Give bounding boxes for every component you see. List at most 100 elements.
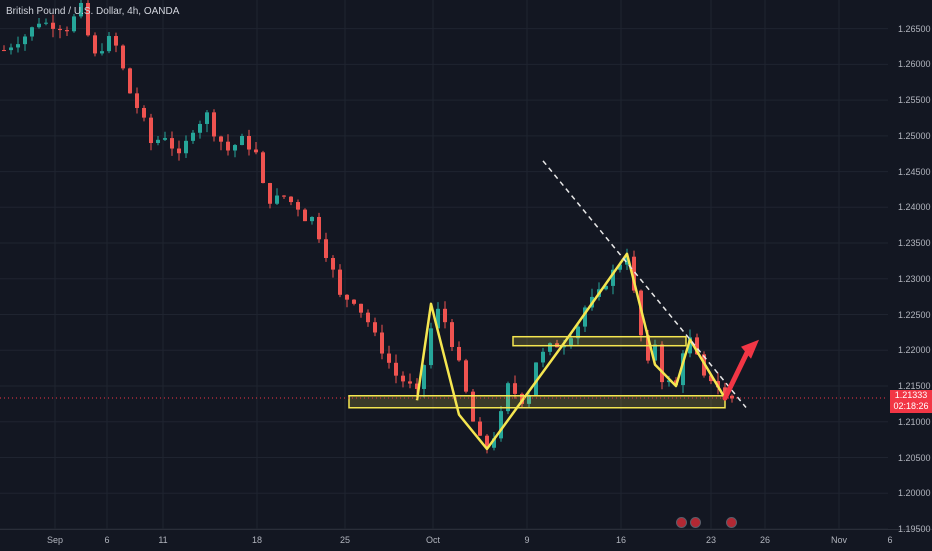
economic-event-icon[interactable] bbox=[676, 517, 687, 528]
time-tick-label: 16 bbox=[615, 535, 627, 545]
candle-body bbox=[345, 294, 349, 300]
candle-body bbox=[331, 257, 335, 270]
candle-body bbox=[485, 435, 489, 448]
candle-body bbox=[730, 395, 734, 399]
price-tick-label: 1.19500 bbox=[898, 524, 931, 534]
time-tick-label: 26 bbox=[759, 535, 771, 545]
trendline bbox=[542, 160, 747, 408]
candle-body bbox=[373, 322, 377, 333]
candle-body bbox=[170, 138, 174, 149]
resistance-zone bbox=[512, 335, 687, 347]
time-tick-label: Sep bbox=[46, 535, 64, 545]
candle-body bbox=[275, 195, 279, 204]
candle-body bbox=[387, 353, 391, 363]
candle-body bbox=[100, 51, 104, 54]
candle-body bbox=[233, 145, 237, 151]
candle-body bbox=[149, 117, 153, 144]
time-tick-label: Nov bbox=[830, 535, 848, 545]
candle-body bbox=[366, 312, 370, 323]
last-price: 1.21333 bbox=[894, 390, 928, 400]
candle-body bbox=[527, 395, 531, 404]
candle-body bbox=[16, 44, 20, 48]
candle-body bbox=[534, 362, 538, 396]
time-tick-label: 9 bbox=[524, 535, 530, 545]
time-tick-label: 11 bbox=[158, 535, 168, 545]
candle-body bbox=[492, 438, 496, 448]
time-tick-label: 6 bbox=[104, 535, 110, 545]
candle-body bbox=[268, 183, 272, 204]
candle-body bbox=[205, 112, 209, 124]
candle-body bbox=[499, 411, 503, 439]
candle-body bbox=[65, 30, 69, 32]
candle-body bbox=[198, 123, 202, 133]
support-zone bbox=[348, 395, 726, 409]
candle-body bbox=[212, 112, 216, 137]
candle-body bbox=[541, 351, 545, 363]
bullish-arrow bbox=[722, 350, 750, 401]
candle-body bbox=[681, 353, 685, 386]
candle-body bbox=[184, 140, 188, 154]
time-tick-label: 6 bbox=[887, 535, 893, 545]
economic-event-icon[interactable] bbox=[726, 517, 737, 528]
candle-body bbox=[611, 269, 615, 286]
candle-body bbox=[562, 346, 566, 348]
price-tick-label: 1.26500 bbox=[898, 23, 931, 34]
candle-body bbox=[289, 196, 293, 203]
candle-body bbox=[667, 380, 671, 383]
candle-body bbox=[44, 22, 48, 24]
candle-body bbox=[177, 148, 181, 154]
candle-body bbox=[86, 2, 90, 36]
candle-body bbox=[394, 362, 398, 376]
candle-body bbox=[93, 35, 97, 54]
candle-body bbox=[352, 299, 356, 304]
candle-body bbox=[261, 152, 265, 184]
candle-body bbox=[576, 326, 580, 339]
candle-body bbox=[226, 141, 230, 151]
price-tick-label: 1.22000 bbox=[898, 345, 931, 356]
candle-body bbox=[114, 36, 118, 46]
candle-body bbox=[156, 139, 160, 144]
candle-body bbox=[121, 45, 125, 69]
candle-body bbox=[660, 344, 664, 383]
price-tick-label: 1.21500 bbox=[898, 381, 931, 392]
time-axis[interactable] bbox=[0, 529, 932, 551]
candle-body bbox=[618, 264, 622, 270]
pattern-line bbox=[415, 252, 727, 451]
time-tick-label: Oct bbox=[425, 535, 441, 545]
economic-event-icon[interactable] bbox=[690, 517, 701, 528]
candle-body bbox=[688, 337, 692, 354]
candle-body bbox=[450, 322, 454, 347]
candle-body bbox=[646, 335, 650, 361]
candle-body bbox=[51, 22, 55, 29]
candle-body bbox=[163, 138, 167, 140]
candle-body bbox=[604, 285, 608, 290]
candle-body bbox=[30, 27, 34, 37]
price-axis[interactable] bbox=[889, 0, 932, 529]
candle-body bbox=[247, 135, 251, 150]
candle-body bbox=[478, 421, 482, 436]
price-tick-label: 1.20000 bbox=[898, 488, 931, 499]
candle-body bbox=[310, 216, 314, 222]
candle-body bbox=[79, 2, 83, 17]
candle-body bbox=[548, 343, 552, 352]
price-tick-label: 1.20500 bbox=[898, 452, 931, 463]
candle-body bbox=[142, 107, 146, 118]
candle-body bbox=[709, 375, 713, 382]
candle-body bbox=[583, 307, 587, 327]
candle-body bbox=[464, 360, 468, 392]
candle-body bbox=[2, 50, 6, 52]
candle-body bbox=[296, 202, 300, 210]
price-tick-label: 1.23500 bbox=[898, 238, 931, 249]
candle-body bbox=[338, 269, 342, 295]
candle-body bbox=[37, 23, 41, 28]
candle-body bbox=[240, 135, 244, 146]
candle-body bbox=[324, 239, 328, 258]
candle-body bbox=[506, 383, 510, 412]
candle-body bbox=[513, 383, 517, 394]
candle-body bbox=[401, 375, 405, 382]
symbol-title: British Pound / U.S. Dollar, 4h, OANDA bbox=[6, 6, 180, 17]
candle-body bbox=[282, 195, 286, 197]
candle-body bbox=[443, 308, 447, 323]
